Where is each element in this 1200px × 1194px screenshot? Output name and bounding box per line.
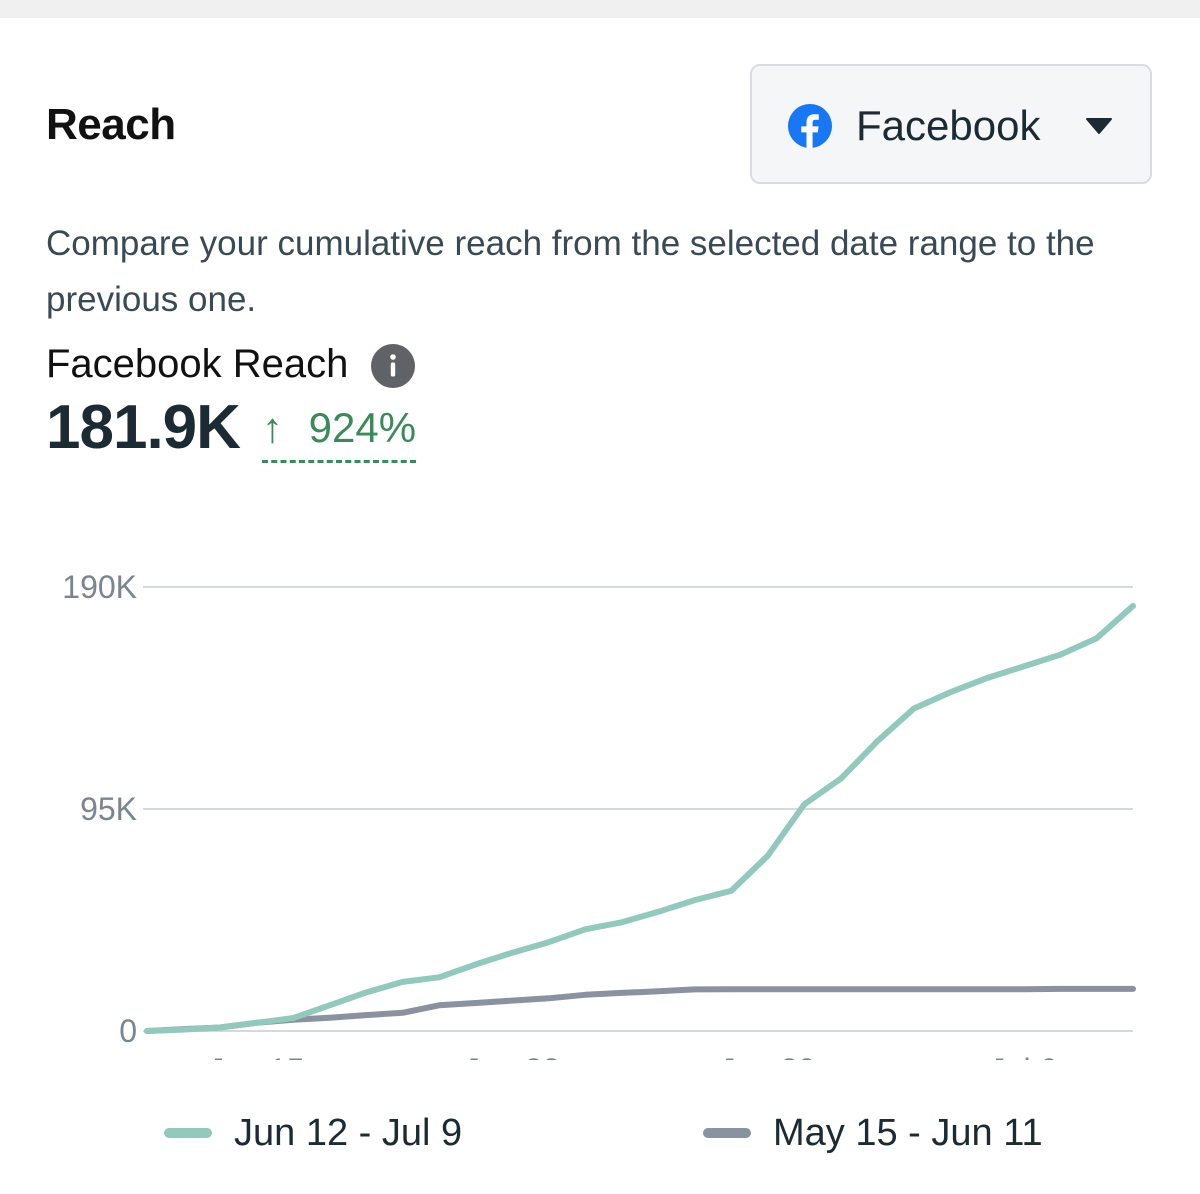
legend-swatch-previous — [703, 1128, 751, 1138]
x-tick-label-0: Jun 15 — [209, 1052, 305, 1060]
legend-item-previous[interactable]: May 15 - Jun 11 — [703, 1108, 1043, 1158]
metric-value: 181.9K — [46, 393, 241, 462]
change-percent: 924% — [308, 404, 417, 451]
reach-line-chart: 0 95K 190K Jun 15 Jun 22 Jun 29 Jul 6 — [62, 569, 1136, 1060]
y-tick-label-0: 0 — [119, 1013, 137, 1049]
card-title: Reach — [46, 100, 176, 149]
x-tick-label-2: Jun 29 — [720, 1052, 816, 1060]
change-indicator[interactable]: ↑ 924% — [262, 404, 417, 463]
platform-select-dropdown[interactable]: Facebook — [750, 64, 1152, 184]
series-line-previous — [144, 985, 1136, 1034]
legend-label-previous: May 15 - Jun 11 — [773, 1111, 1043, 1154]
legend-item-current[interactable]: Jun 12 - Jul 9 — [164, 1108, 462, 1158]
legend-swatch-current — [164, 1128, 212, 1138]
card-description: Compare your cumulative reach from the s… — [46, 224, 1095, 319]
x-tick-label-3: Jul 6 — [990, 1052, 1058, 1060]
y-tick-label-1: 95K — [80, 791, 137, 827]
caret-down-icon — [1086, 118, 1112, 134]
metric-label: Facebook Reach — [46, 342, 349, 386]
top-strip — [0, 0, 1200, 18]
facebook-icon — [788, 104, 832, 148]
arrow-up-icon: ↑ — [262, 404, 283, 451]
series-line-current — [144, 602, 1136, 1034]
legend-label-current: Jun 12 - Jul 9 — [234, 1111, 463, 1154]
info-icon[interactable] — [371, 344, 415, 388]
platform-select-label: Facebook — [856, 102, 1041, 149]
x-tick-label-1: Jun 22 — [464, 1052, 560, 1060]
y-tick-label-2: 190K — [62, 569, 137, 605]
